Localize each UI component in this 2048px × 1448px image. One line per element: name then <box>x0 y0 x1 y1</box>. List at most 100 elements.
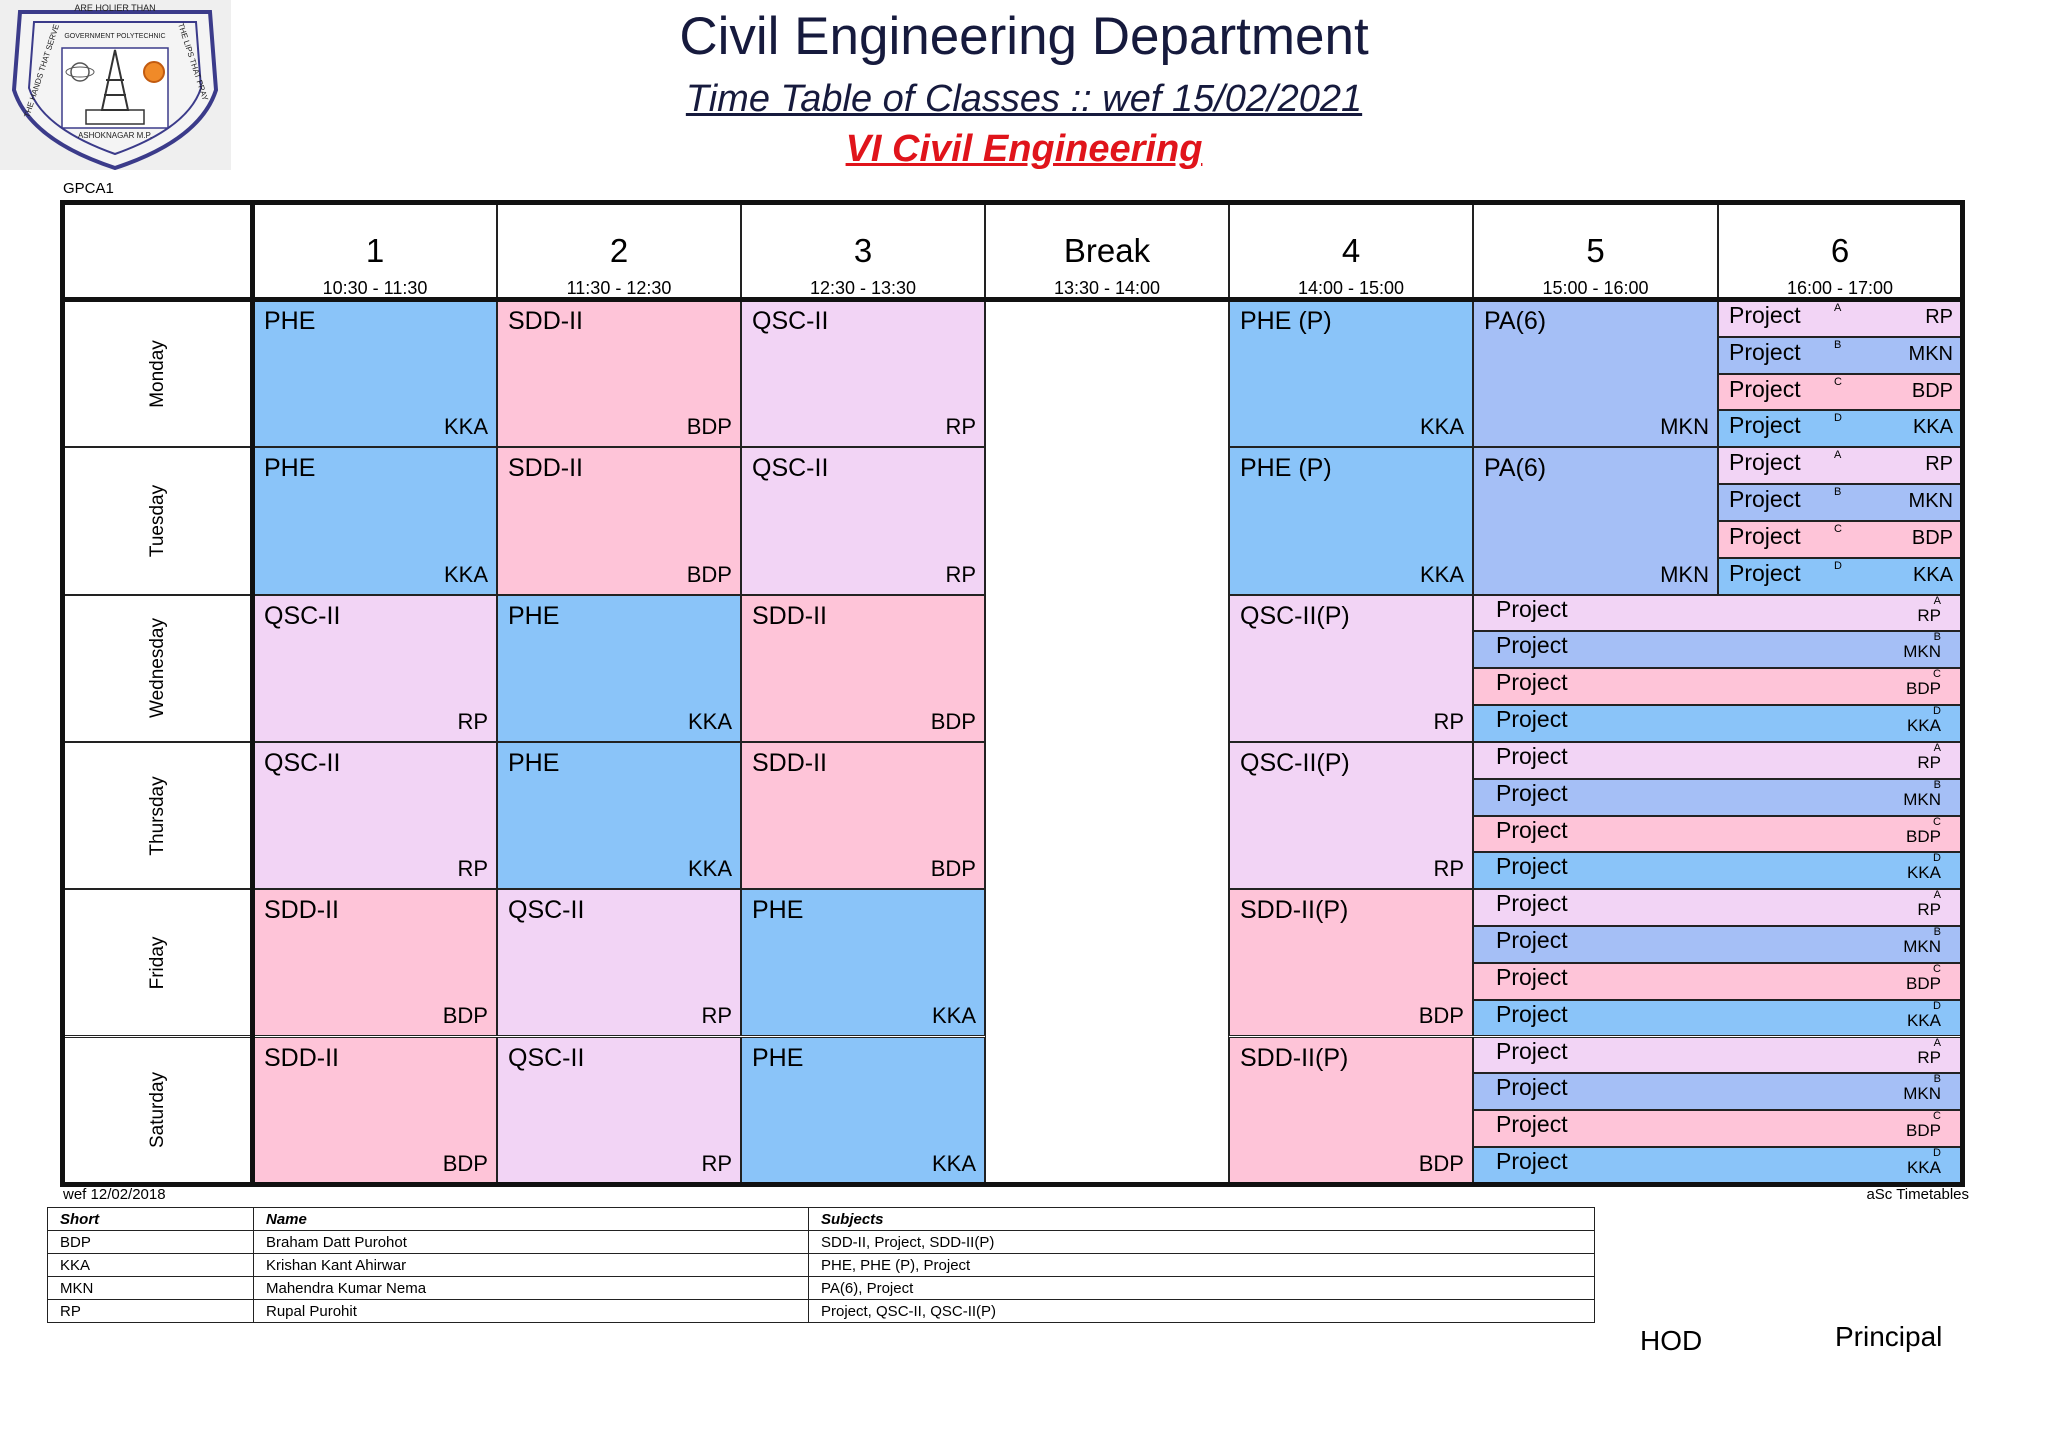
project-teacher: RP <box>1917 752 1941 772</box>
class-cell[interactable]: SDD-II BDP <box>741 741 985 890</box>
project-group-cell[interactable]: Project A RP <box>1718 300 1962 337</box>
project-teacher: KKA <box>1906 1157 1941 1177</box>
class-cell[interactable]: QSC-II RP <box>741 447 985 595</box>
period-header: 5 15:00 - 16:00 <box>1473 203 1718 300</box>
project-group-cell[interactable]: Project A RP <box>1473 889 1962 926</box>
class-teacher: BDP <box>930 708 976 734</box>
class-cell[interactable]: PHE KKA <box>253 300 497 448</box>
class-cell[interactable]: PHE KKA <box>741 1036 985 1184</box>
project-group-cell[interactable]: Project C BDP <box>1718 520 1962 558</box>
class-subject: QSC-II(P) <box>1240 748 1350 777</box>
hod-signature-label: HOD <box>1640 1325 1703 1356</box>
project-group-cell[interactable]: Project A RP <box>1718 447 1962 485</box>
day-name: Tuesday <box>147 484 168 558</box>
legend-short: BDP <box>47 1230 254 1254</box>
class-subject: QSC-II <box>264 748 341 777</box>
project-group: A <box>1933 1036 1941 1049</box>
project-group-cell[interactable]: Project B MKN <box>1718 484 1962 521</box>
project-group-cell[interactable]: Project D KKA <box>1473 1146 1962 1184</box>
project-group-cell[interactable]: Project C BDP <box>1473 962 1962 1000</box>
period-header: 4 14:00 - 15:00 <box>1229 203 1473 300</box>
class-cell[interactable]: QSC-II RP <box>497 1036 741 1184</box>
class-subject: QSC-II <box>752 307 829 335</box>
day-label-cell: Tuesday <box>63 447 253 595</box>
class-subject: PHE <box>752 1043 804 1072</box>
period-header: 1 10:30 - 11:30 <box>253 203 497 300</box>
project-group: A <box>1834 302 1842 314</box>
project-teacher: MKN <box>1908 342 1953 365</box>
class-cell[interactable]: PHE KKA <box>497 741 741 890</box>
class-cell[interactable]: PHE KKA <box>741 889 985 1037</box>
class-subject: PHE <box>508 748 560 777</box>
project-group-cell[interactable]: Project D KKA <box>1718 557 1962 595</box>
class-cell[interactable]: QSC-II RP <box>741 300 985 448</box>
project-group-cell[interactable]: Project C BDP <box>1473 1110 1962 1147</box>
project-group-cell[interactable]: Project B MKN <box>1473 778 1962 816</box>
project-group-cell[interactable]: Project C BDP <box>1473 668 1962 706</box>
class-cell[interactable]: QSC-II RP <box>253 741 497 890</box>
project-name: Project <box>1496 1037 1568 1064</box>
project-group: D <box>1834 559 1842 572</box>
class-cell[interactable]: SDD-II(P) BDP <box>1229 889 1473 1037</box>
project-group-cell[interactable]: Project D KKA <box>1473 999 1962 1037</box>
project-group: C <box>1933 1110 1941 1123</box>
class-cell[interactable]: SDD-II BDP <box>497 300 741 448</box>
project-group-cell[interactable]: Project B MKN <box>1473 926 1962 963</box>
project-teacher: RP <box>1917 605 1941 625</box>
project-group: C <box>1933 668 1941 681</box>
period-time: 11:30 - 12:30 <box>566 278 672 298</box>
project-group-cell[interactable]: Project D KKA <box>1473 852 1962 890</box>
project-group: C <box>1834 522 1842 535</box>
project-group: A <box>1933 741 1941 754</box>
project-group-cell[interactable]: Project C BDP <box>1473 815 1962 853</box>
legend-header-row: Short Name Subjects <box>47 1207 1595 1231</box>
day-label-cell: Thursday <box>63 741 253 890</box>
class-cell[interactable]: SDD-II BDP <box>497 447 741 595</box>
legend-name: Mahendra Kumar Nema <box>253 1276 809 1300</box>
project-group: A <box>1834 449 1842 462</box>
class-teacher: BDP <box>1418 1150 1464 1176</box>
project-name: Project <box>1496 1000 1568 1027</box>
project-teacher: MKN <box>1903 642 1941 662</box>
legend-name: Braham Datt Purohot <box>253 1230 809 1254</box>
project-group-cell[interactable]: Project B MKN <box>1718 336 1962 374</box>
project-group-cell[interactable]: Project A RP <box>1473 1036 1962 1074</box>
class-cell[interactable]: PA(6) MKN <box>1473 447 1718 595</box>
class-cell[interactable]: QSC-II(P) RP <box>1229 741 1473 890</box>
day-label-cell: Friday <box>63 889 253 1037</box>
project-group-cell[interactable]: Project B MKN <box>1473 631 1962 669</box>
class-cell[interactable]: PHE (P) KKA <box>1229 300 1473 448</box>
project-group-cell[interactable]: Project A RP <box>1473 594 1962 632</box>
project-name: Project <box>1729 522 1801 549</box>
class-subject: PA(6) <box>1484 307 1547 335</box>
class-cell[interactable]: QSC-II RP <box>497 889 741 1037</box>
class-teacher: RP <box>701 1003 732 1029</box>
project-teacher: BDP <box>1906 1121 1941 1141</box>
project-name: Project <box>1496 669 1568 696</box>
class-cell[interactable]: SDD-II(P) BDP <box>1229 1036 1473 1184</box>
period-label: Break <box>1063 232 1151 269</box>
class-teacher: KKA <box>687 856 732 882</box>
project-name: Project <box>1496 1111 1568 1138</box>
project-group-cell[interactable]: Project B MKN <box>1473 1073 1962 1111</box>
class-cell[interactable]: SDD-II BDP <box>741 594 985 742</box>
class-cell[interactable]: QSC-II RP <box>253 594 497 742</box>
project-group-cell[interactable]: Project C BDP <box>1718 373 1962 411</box>
project-teacher: BDP <box>1906 826 1941 846</box>
project-teacher: MKN <box>1903 937 1941 957</box>
class-subject: SDD-II(P) <box>1240 896 1349 925</box>
college-emblem-icon: ARE HOLIER THAN THE HANDS THAT SERVE THE… <box>11 3 219 171</box>
project-group-cell[interactable]: Project D KKA <box>1473 705 1962 742</box>
class-cell[interactable]: QSC-II(P) RP <box>1229 594 1473 742</box>
project-group-cell[interactable]: Project A RP <box>1473 741 1962 779</box>
class-teacher: KKA <box>1419 561 1464 587</box>
project-group: A <box>1933 594 1941 607</box>
class-cell[interactable]: SDD-II BDP <box>253 1036 497 1184</box>
project-group-cell[interactable]: Project D KKA <box>1718 410 1962 448</box>
class-cell[interactable]: PHE (P) KKA <box>1229 447 1473 595</box>
class-cell[interactable]: PHE KKA <box>497 594 741 742</box>
class-cell[interactable]: PA(6) MKN <box>1473 300 1718 448</box>
class-cell[interactable]: SDD-II BDP <box>253 889 497 1037</box>
class-cell[interactable]: PHE KKA <box>253 447 497 595</box>
legend-row: MKN Mahendra Kumar Nema PA(6), Project <box>47 1276 1595 1300</box>
